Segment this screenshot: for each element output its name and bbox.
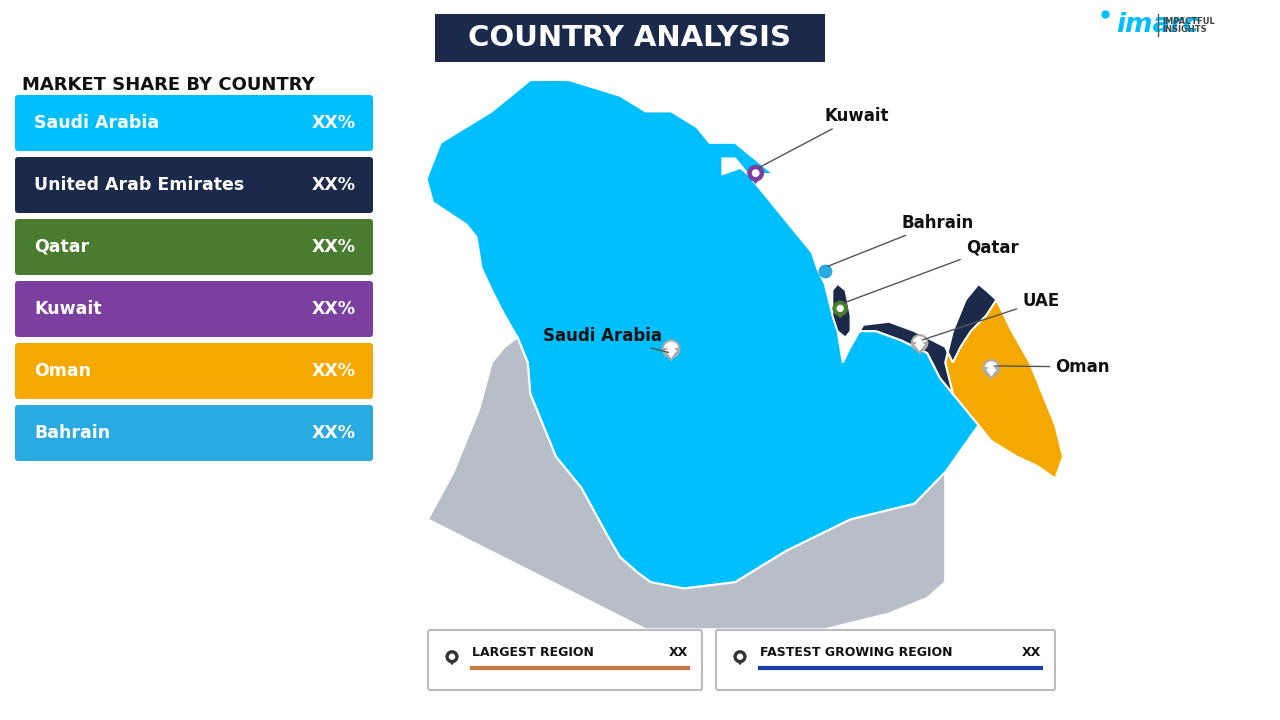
Circle shape	[911, 335, 928, 351]
Text: United Arab Emirates: United Arab Emirates	[35, 176, 244, 194]
Circle shape	[445, 650, 458, 663]
FancyBboxPatch shape	[435, 14, 826, 62]
Text: Oman: Oman	[995, 358, 1110, 376]
Text: Qatar: Qatar	[35, 238, 90, 256]
Text: Bahrain: Bahrain	[35, 424, 110, 442]
Polygon shape	[663, 349, 680, 360]
Polygon shape	[983, 368, 1000, 378]
Text: XX%: XX%	[312, 238, 356, 256]
Polygon shape	[911, 343, 928, 353]
Text: Bahrain: Bahrain	[827, 214, 974, 266]
FancyBboxPatch shape	[716, 630, 1055, 690]
FancyBboxPatch shape	[15, 281, 372, 337]
Text: FASTEST GROWING REGION: FASTEST GROWING REGION	[760, 646, 952, 659]
Circle shape	[449, 654, 454, 660]
Polygon shape	[445, 657, 458, 665]
Text: XX%: XX%	[312, 362, 356, 380]
Polygon shape	[832, 284, 850, 338]
Circle shape	[753, 170, 759, 176]
Circle shape	[832, 300, 847, 316]
Polygon shape	[428, 338, 945, 629]
Polygon shape	[832, 308, 847, 318]
Text: MARKET SHARE BY COUNTRY: MARKET SHARE BY COUNTRY	[22, 76, 315, 94]
Text: INSIGHTS: INSIGHTS	[1162, 24, 1207, 34]
FancyBboxPatch shape	[15, 405, 372, 461]
Polygon shape	[748, 173, 764, 184]
Text: XX%: XX%	[312, 114, 356, 132]
Polygon shape	[945, 284, 1062, 479]
Polygon shape	[733, 657, 746, 665]
FancyBboxPatch shape	[15, 95, 372, 151]
Circle shape	[983, 360, 1000, 376]
Circle shape	[748, 165, 764, 181]
Text: COUNTRY ANALYSIS: COUNTRY ANALYSIS	[468, 24, 791, 52]
Text: imarc: imarc	[1116, 12, 1199, 38]
Text: XX: XX	[1021, 646, 1041, 659]
FancyBboxPatch shape	[15, 157, 372, 213]
FancyBboxPatch shape	[428, 630, 701, 690]
Circle shape	[988, 365, 995, 371]
Text: XX%: XX%	[312, 424, 356, 442]
Text: XX: XX	[668, 646, 689, 659]
Circle shape	[737, 654, 742, 660]
Text: Oman: Oman	[35, 362, 91, 380]
Circle shape	[733, 650, 746, 663]
FancyBboxPatch shape	[15, 343, 372, 399]
Circle shape	[663, 341, 680, 357]
Text: Kuwait: Kuwait	[758, 107, 890, 168]
Circle shape	[668, 346, 675, 352]
Text: Qatar: Qatar	[842, 238, 1019, 303]
Circle shape	[916, 340, 923, 346]
Text: UAE: UAE	[922, 292, 1060, 340]
Text: Saudi Arabia: Saudi Arabia	[543, 327, 668, 352]
Text: LARGEST REGION: LARGEST REGION	[472, 646, 594, 659]
Text: Saudi Arabia: Saudi Arabia	[35, 114, 159, 132]
Text: Kuwait: Kuwait	[35, 300, 101, 318]
Polygon shape	[850, 284, 996, 394]
Text: XX%: XX%	[312, 300, 356, 318]
Polygon shape	[426, 80, 991, 588]
Circle shape	[837, 305, 844, 311]
FancyBboxPatch shape	[15, 219, 372, 275]
Text: IMPACTFUL: IMPACTFUL	[1162, 17, 1215, 25]
Text: XX%: XX%	[312, 176, 356, 194]
